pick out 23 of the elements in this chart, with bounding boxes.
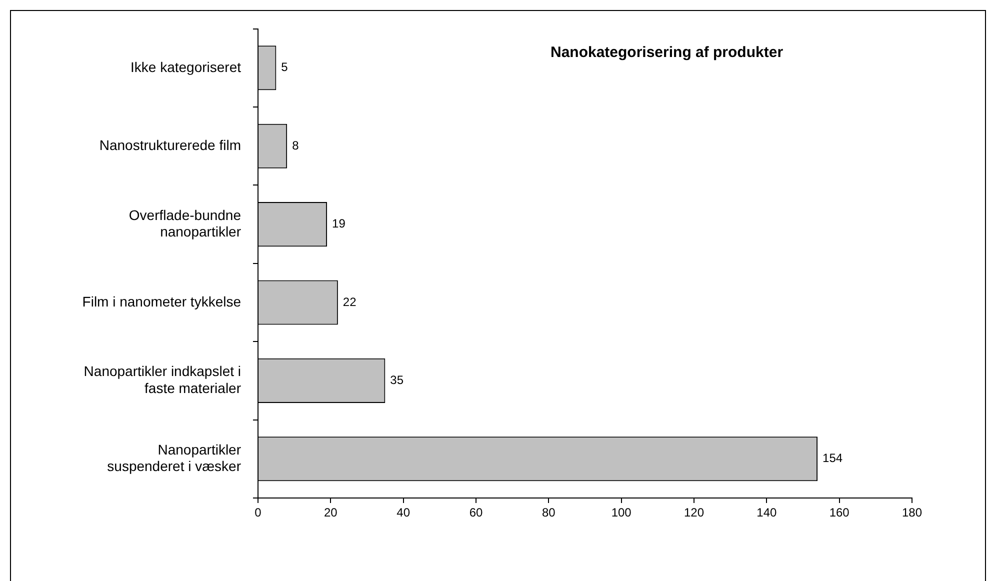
data-label: 154	[822, 451, 843, 466]
data-label: 35	[390, 373, 404, 388]
y-tick-label: Nanopartikler suspenderet i væsker	[107, 441, 242, 474]
y-tick-label: Nanostrukturerede film	[99, 136, 241, 153]
x-tick-label: 40	[396, 506, 410, 520]
x-tick-label: 160	[829, 506, 850, 520]
x-tick-label: 180	[902, 506, 922, 520]
x-tick-label: 120	[684, 506, 704, 520]
text: Nanokategorisering af produkter	[550, 44, 784, 62]
y-tick-label: Film i nanometer tykkelse	[82, 293, 242, 310]
y-tick-label: Ikke kategoriseret	[130, 58, 242, 75]
y-tick-label: Nanopartikler indkapslet i faste materialer	[84, 363, 242, 396]
data-label: 8	[292, 138, 300, 152]
data-label: 22	[342, 294, 357, 309]
x-tick-label: 60	[469, 506, 483, 520]
x-tick-label: 100	[611, 506, 632, 520]
data-label: 19	[332, 216, 346, 231]
x-tick-label: 80	[542, 506, 556, 520]
x-tick-label: 140	[756, 506, 777, 520]
y-tick-label: Overflade-bundne nanopartikler	[128, 206, 242, 240]
x-tick-label: 0	[254, 506, 262, 520]
data-label: 5	[281, 60, 288, 74]
x-tick-label: 20	[324, 506, 338, 520]
